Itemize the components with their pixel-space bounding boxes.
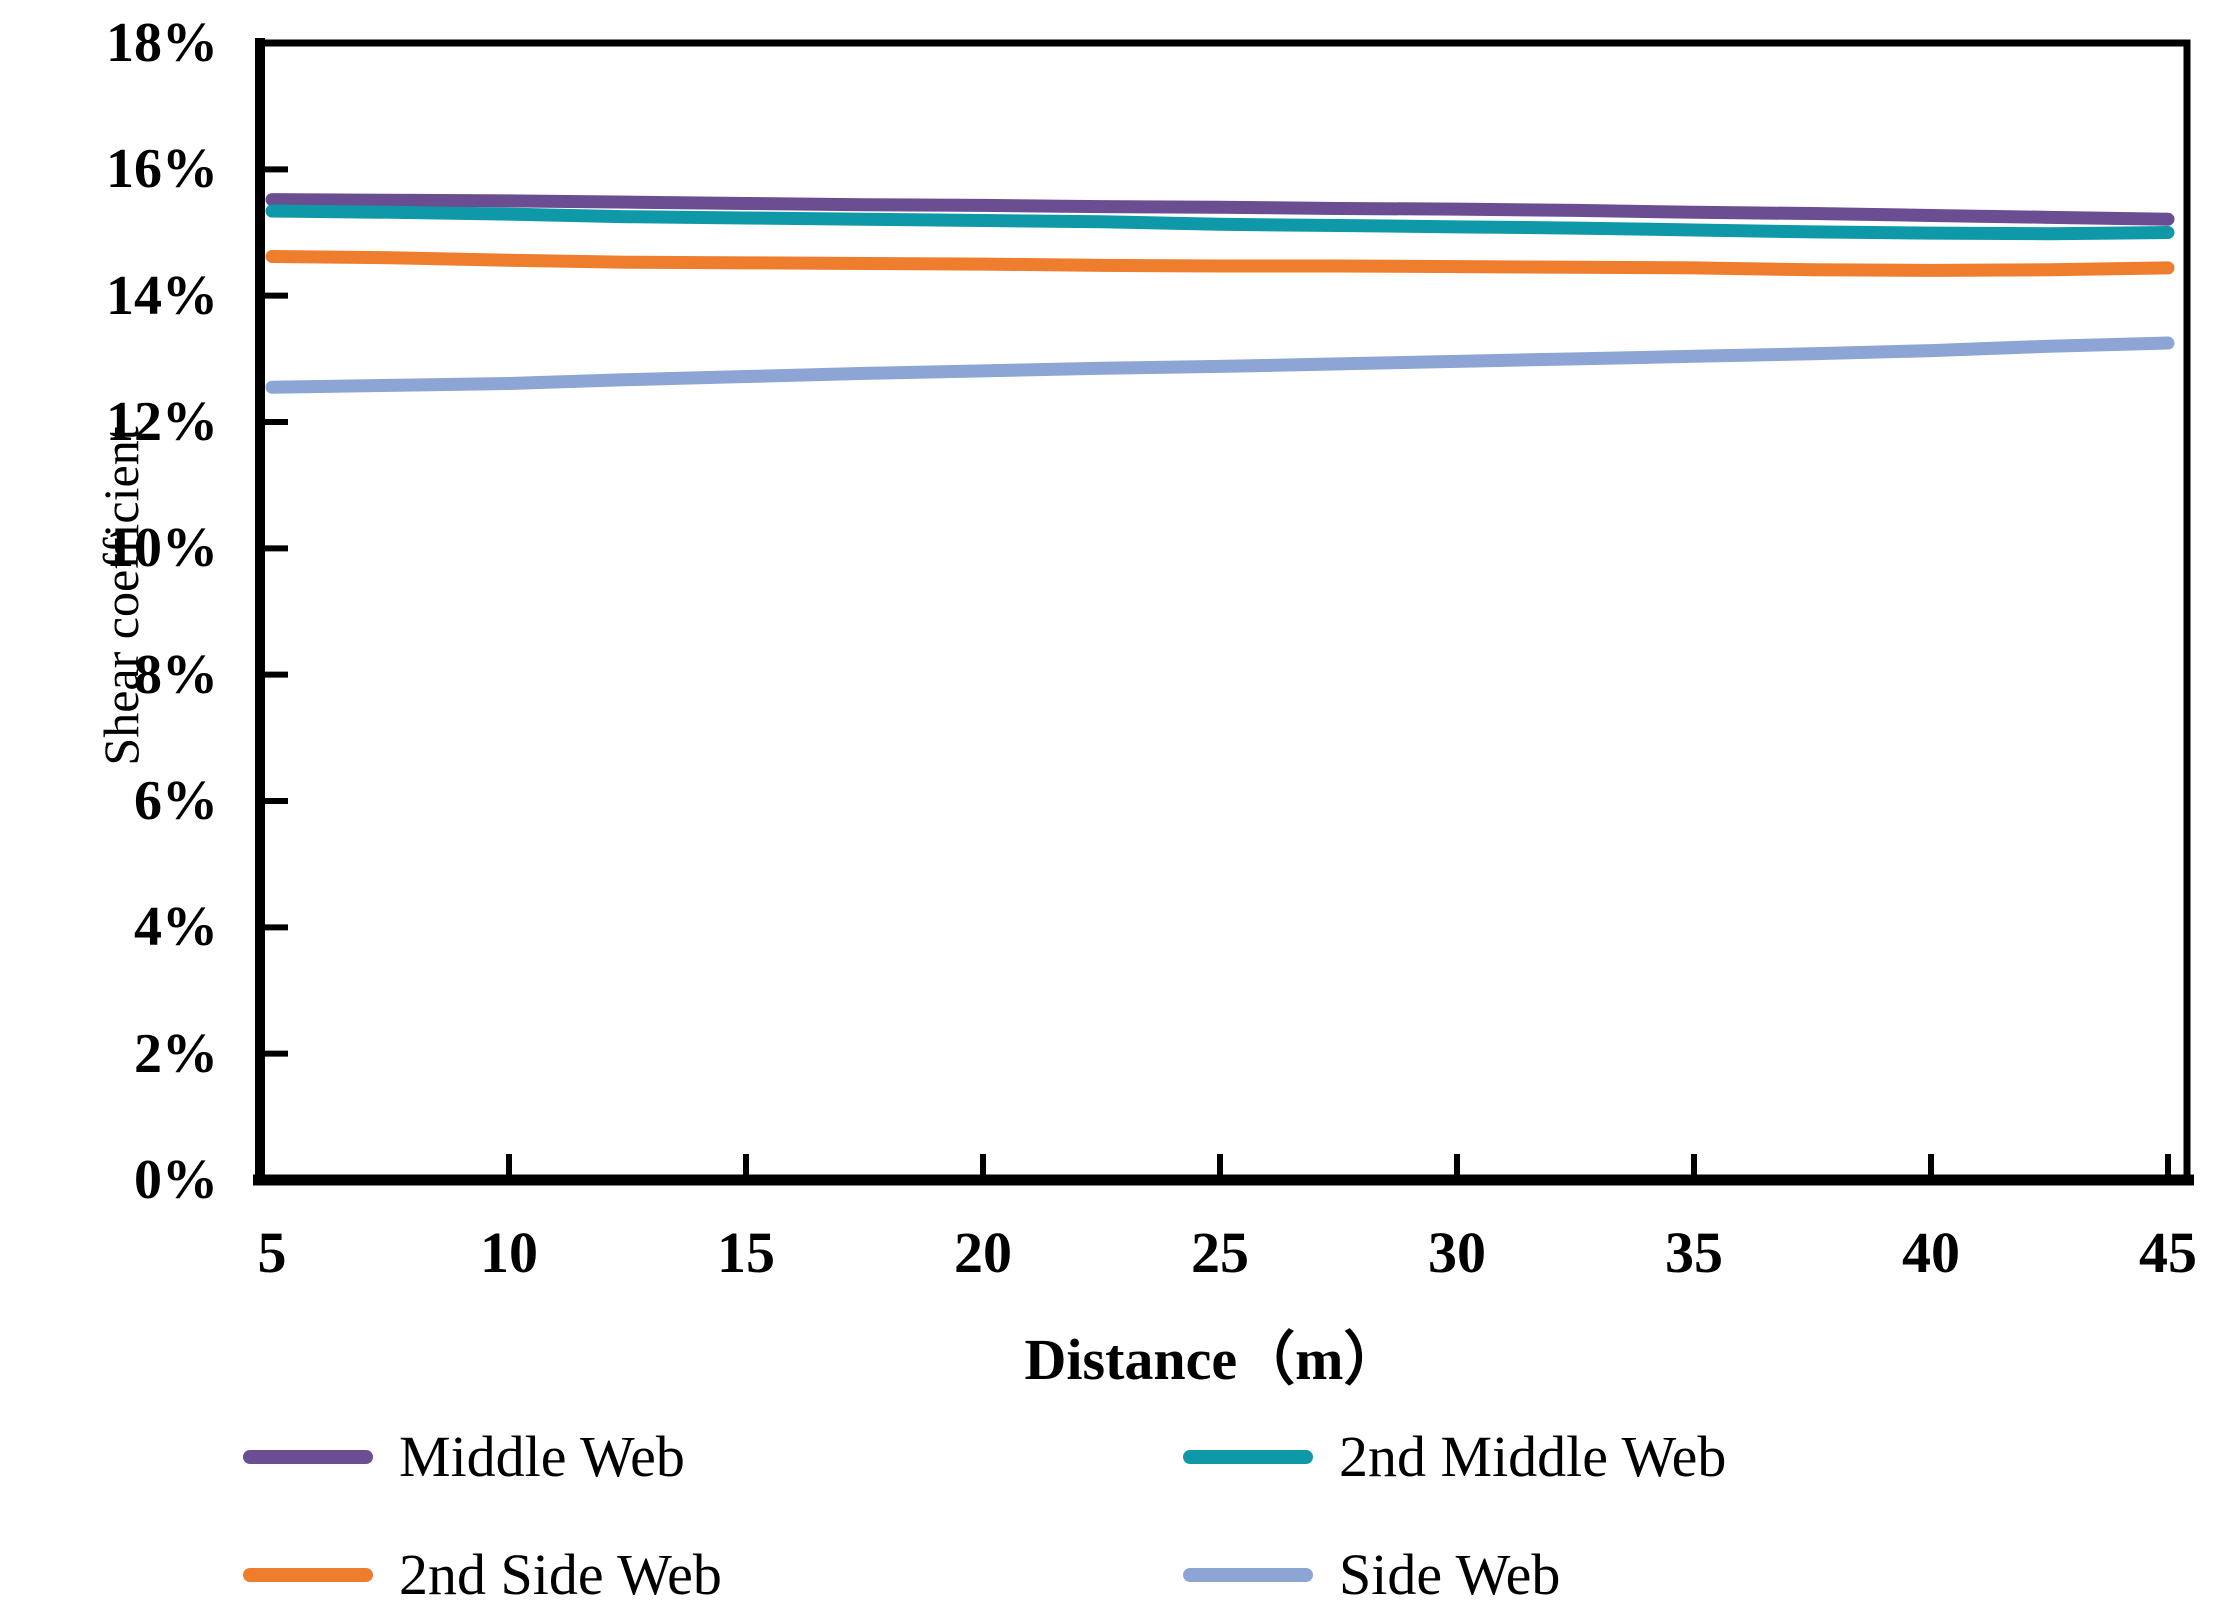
legend-swatch-2nd-side-web-icon xyxy=(243,1568,373,1582)
series-line-2nd-middle-web xyxy=(265,204,2175,241)
x-tick-label: 25 xyxy=(1191,1220,1249,1285)
x-tick-label: 35 xyxy=(1665,1220,1723,1285)
y-tick-label: 6% xyxy=(134,770,218,832)
legend-swatch-side-web-icon xyxy=(1183,1568,1313,1582)
y-tick-label: 2% xyxy=(134,1022,218,1085)
legend-swatch-middle-web-icon xyxy=(243,1450,373,1464)
y-tick-label: 4% xyxy=(134,896,218,959)
series-line-2nd-side-web xyxy=(265,250,2175,277)
series-line-side-web xyxy=(265,336,2175,394)
legend-label-middle-web: Middle Web xyxy=(399,1424,685,1489)
y-tick-label: 0% xyxy=(134,1149,218,1211)
y-axis-title: Shear coefficient xyxy=(93,426,149,766)
x-tick-label: 20 xyxy=(954,1220,1012,1285)
legend-label-2nd-middle-web: 2nd Middle Web xyxy=(1339,1424,1727,1489)
series-line-middle-web xyxy=(265,193,2175,226)
y-tick-label: 10% xyxy=(106,517,218,580)
legend-item-side-web: Side Web xyxy=(1183,1538,1560,1612)
x-tick-label: 10 xyxy=(480,1220,538,1285)
x-tick-label: 30 xyxy=(1428,1220,1486,1285)
legend-item-2nd-middle-web: 2nd Middle Web xyxy=(1183,1420,1726,1494)
y-tick-label: 18% xyxy=(106,12,218,74)
legend-label-side-web: Side Web xyxy=(1339,1542,1561,1607)
legend-swatch-2nd-middle-web-icon xyxy=(1183,1450,1313,1464)
y-tick-label: 16% xyxy=(106,138,218,201)
x-tick-label: 5 xyxy=(257,1220,287,1285)
x-tick-label: 45 xyxy=(2139,1220,2197,1285)
y-tick-label: 14% xyxy=(106,264,218,327)
y-tick-label: 8% xyxy=(134,643,218,706)
legend-label-2nd-side-web: 2nd Side Web xyxy=(399,1542,722,1607)
x-tick-label: 40 xyxy=(1902,1220,1960,1285)
y-tick-label: 12% xyxy=(106,391,218,453)
x-tick-label: 15 xyxy=(717,1220,775,1285)
legend-item-middle-web: Middle Web xyxy=(243,1420,685,1494)
x-axis-title: Distance（m） xyxy=(1024,1327,1402,1392)
legend-item-2nd-side-web: 2nd Side Web xyxy=(243,1538,722,1612)
